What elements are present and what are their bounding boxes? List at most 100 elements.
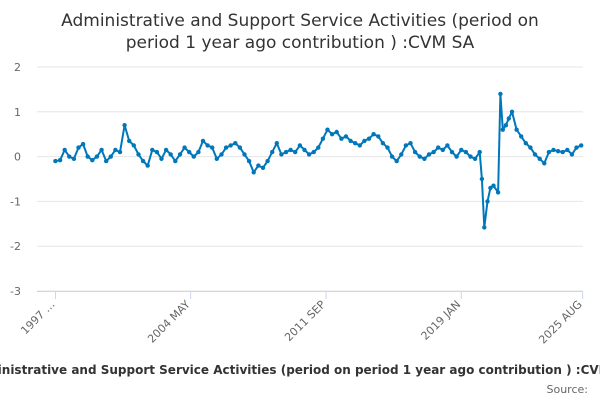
data-point[interactable] <box>99 147 104 153</box>
data-point[interactable] <box>104 158 109 164</box>
chart-credit[interactable]: Source: <box>547 383 589 396</box>
data-point[interactable] <box>140 158 146 164</box>
data-point[interactable] <box>265 158 270 164</box>
data-point[interactable] <box>385 145 390 150</box>
data-point[interactable] <box>491 183 496 188</box>
data-point[interactable] <box>523 141 528 146</box>
data-point[interactable] <box>519 134 524 139</box>
data-point[interactable] <box>376 134 381 139</box>
data-point[interactable] <box>506 116 511 121</box>
data-point[interactable] <box>150 147 155 153</box>
data-point[interactable] <box>366 136 372 141</box>
data-point[interactable] <box>94 154 100 159</box>
data-point[interactable] <box>205 143 210 148</box>
data-point[interactable] <box>569 152 575 157</box>
data-point[interactable] <box>320 136 326 141</box>
data-point[interactable] <box>242 152 247 157</box>
data-point[interactable] <box>256 163 261 168</box>
data-point[interactable] <box>196 149 201 155</box>
data-point[interactable] <box>542 161 547 166</box>
data-point[interactable] <box>53 158 58 164</box>
data-point[interactable] <box>306 152 312 157</box>
data-point[interactable] <box>260 165 266 170</box>
data-point[interactable] <box>482 225 487 230</box>
data-point[interactable] <box>219 152 224 157</box>
data-point[interactable] <box>274 141 279 146</box>
data-point[interactable] <box>537 156 542 161</box>
data-point[interactable] <box>574 145 579 150</box>
data-point[interactable] <box>163 147 169 153</box>
data-point[interactable] <box>459 147 464 153</box>
data-point[interactable] <box>500 127 505 132</box>
data-point[interactable] <box>503 123 509 128</box>
data-point[interactable] <box>551 147 556 153</box>
data-point[interactable] <box>348 138 353 144</box>
data-point[interactable] <box>339 136 344 141</box>
data-point[interactable] <box>136 152 141 157</box>
data-point[interactable] <box>325 127 330 132</box>
data-point[interactable] <box>62 147 67 153</box>
data-point[interactable] <box>509 109 515 115</box>
data-point[interactable] <box>371 132 376 137</box>
data-point[interactable] <box>67 154 72 159</box>
data-point[interactable] <box>445 143 450 148</box>
data-point[interactable] <box>168 152 173 157</box>
data-point[interactable] <box>498 91 503 97</box>
data-point[interactable] <box>334 129 339 135</box>
data-point[interactable] <box>380 141 386 146</box>
data-point[interactable] <box>279 152 284 157</box>
data-point[interactable] <box>560 149 565 155</box>
data-point[interactable] <box>357 143 362 148</box>
data-point[interactable] <box>468 154 473 159</box>
data-point[interactable] <box>449 149 455 155</box>
data-point[interactable] <box>362 138 367 144</box>
data-point[interactable] <box>546 149 552 155</box>
data-point[interactable] <box>485 199 490 204</box>
data-point[interactable] <box>251 170 256 175</box>
data-point[interactable] <box>426 152 432 157</box>
data-point[interactable] <box>412 149 418 155</box>
data-point[interactable] <box>200 138 206 144</box>
data-point[interactable] <box>210 145 215 150</box>
data-point[interactable] <box>237 145 243 150</box>
data-point[interactable] <box>122 123 127 128</box>
data-point[interactable] <box>76 145 81 150</box>
data-point[interactable] <box>191 154 196 159</box>
data-point[interactable] <box>127 138 132 144</box>
data-point[interactable] <box>399 152 404 157</box>
data-point[interactable] <box>173 158 178 164</box>
data-point[interactable] <box>223 145 229 150</box>
data-point[interactable] <box>514 127 519 132</box>
data-point[interactable] <box>329 132 335 137</box>
data-point[interactable] <box>479 176 485 182</box>
data-point[interactable] <box>417 154 422 159</box>
data-point[interactable] <box>528 145 533 150</box>
data-point[interactable] <box>579 143 584 148</box>
data-point[interactable] <box>154 149 160 155</box>
data-point[interactable] <box>283 149 289 155</box>
data-point[interactable] <box>408 141 413 146</box>
data-point[interactable] <box>117 149 123 155</box>
data-point[interactable] <box>71 156 77 161</box>
data-point[interactable] <box>293 149 298 155</box>
data-point[interactable] <box>113 147 118 153</box>
data-point[interactable] <box>57 158 63 163</box>
data-point[interactable] <box>159 156 164 161</box>
data-point[interactable] <box>302 147 307 153</box>
data-point[interactable] <box>131 143 136 148</box>
data-point[interactable] <box>436 145 441 150</box>
data-point[interactable] <box>233 141 238 146</box>
data-point[interactable] <box>343 134 349 139</box>
data-point[interactable] <box>472 156 478 161</box>
data-point[interactable] <box>422 156 427 161</box>
data-point[interactable] <box>228 143 233 148</box>
data-point[interactable] <box>440 147 445 153</box>
data-point[interactable] <box>90 158 95 163</box>
data-point[interactable] <box>182 145 187 150</box>
legend-series-label[interactable]: Administrative and Support Service Activ… <box>0 363 600 377</box>
data-point[interactable] <box>431 149 436 155</box>
data-point[interactable] <box>555 149 561 154</box>
data-point[interactable] <box>353 141 358 146</box>
data-point[interactable] <box>246 158 252 164</box>
data-point[interactable] <box>532 152 538 157</box>
